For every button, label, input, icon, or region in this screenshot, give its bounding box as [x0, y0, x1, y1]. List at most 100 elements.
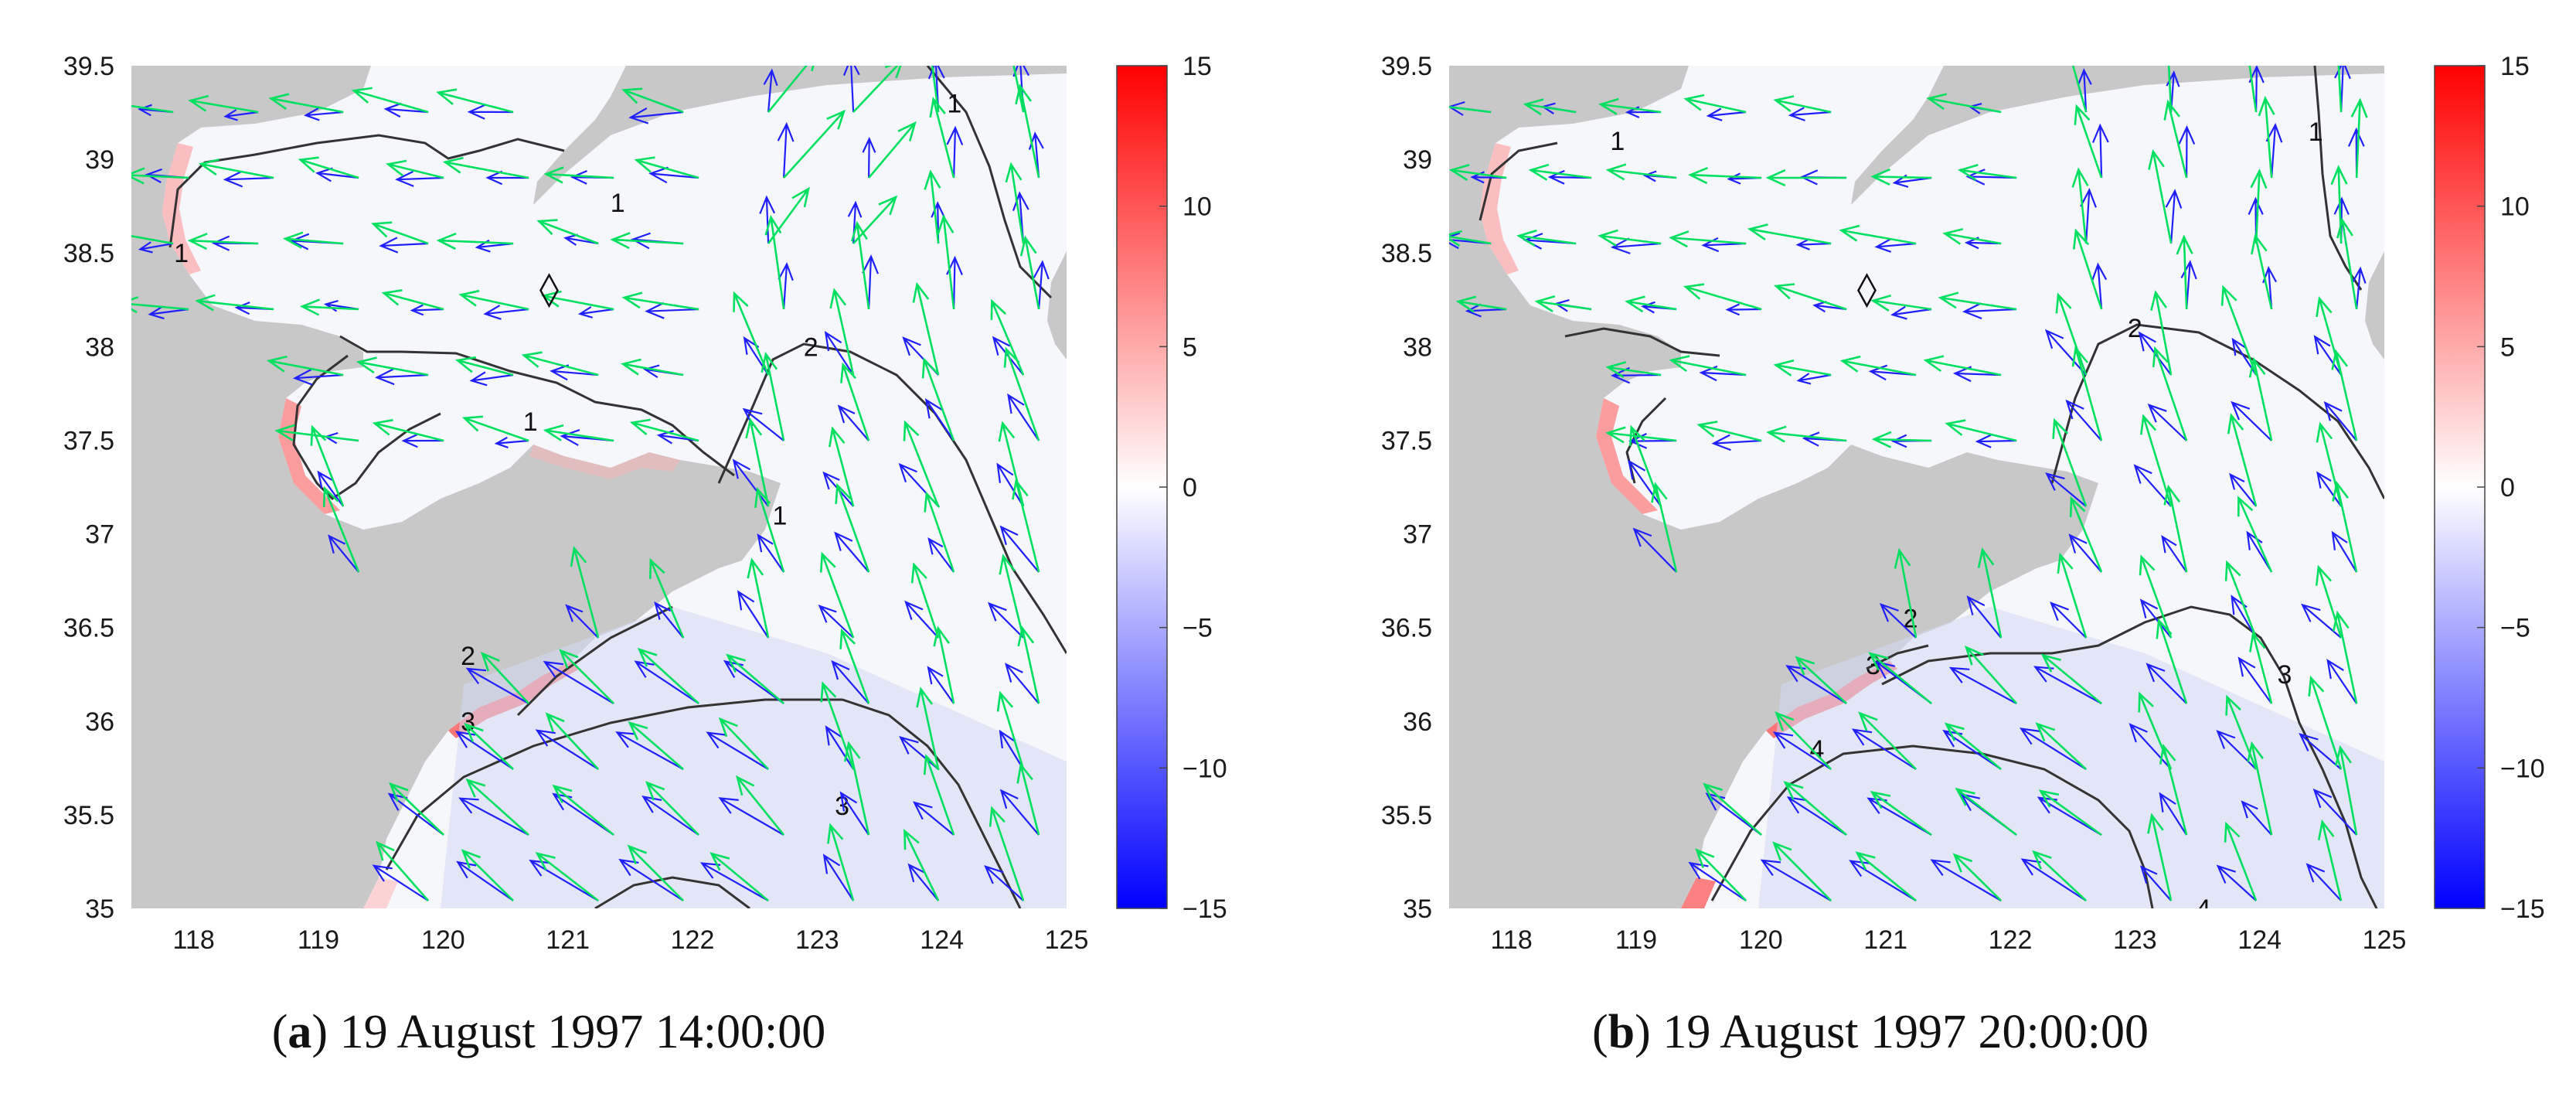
- x-tick-label: 122: [1989, 925, 2033, 955]
- wind-arrow: [2312, 789, 2357, 836]
- colorbar-tick-label: −10: [2500, 754, 2545, 783]
- current-arrow: [2350, 97, 2368, 179]
- contour-label: 2: [804, 332, 818, 362]
- current-arrow: [736, 775, 785, 836]
- wind-arrow: [535, 729, 599, 770]
- colorbar-tick-label: 10: [1183, 193, 1212, 222]
- wind-arrow: [2265, 122, 2283, 179]
- wind-arrow: [1785, 665, 1847, 704]
- wind-arrow: [2237, 656, 2272, 704]
- wind-arrow: [628, 107, 684, 124]
- colorbar-ticks-b: 15 10 5 0 −5 −10 −15: [2477, 52, 2545, 924]
- contour-line-1a: [168, 134, 565, 248]
- x-tick-label: 125: [1045, 925, 1089, 955]
- current-arrow: [621, 87, 684, 114]
- current-arrow: [2220, 285, 2258, 376]
- wind-arrow: [2068, 533, 2102, 573]
- colorbar-tick-label: −15: [1183, 894, 1227, 924]
- current-arrow: [2163, 99, 2188, 179]
- neg-anomaly-1: [1758, 607, 2384, 908]
- current-arrow: [852, 195, 898, 244]
- wind-arrow: [317, 470, 344, 507]
- current-arrow: [1534, 295, 1592, 312]
- wind-arrow: [2323, 400, 2357, 441]
- colorbar-tick-label: 0: [2500, 473, 2515, 503]
- current-arrow: [761, 351, 785, 441]
- y-axis-b: 35 35.5 36 36.5 37 37.5 38 38.5 39 39.5: [1381, 52, 1432, 924]
- wind-arrow: [2352, 266, 2367, 310]
- current-arrow: [1870, 295, 1932, 312]
- current-arrow: [1945, 419, 2017, 442]
- contour-label: 1: [1610, 127, 1625, 156]
- wind-arrow: [563, 233, 599, 246]
- colorbar-ticks-a: 15 10 5 0 −5 −10 −15: [1159, 52, 1227, 924]
- wind-arrow: [654, 601, 684, 639]
- wind-arrow: [328, 534, 359, 573]
- x-tick-label: 120: [421, 925, 465, 955]
- y-tick-label: 35.5: [63, 801, 114, 830]
- current-arrow: [627, 844, 685, 901]
- current-arrow: [2055, 292, 2088, 376]
- wind-arrow: [395, 170, 444, 187]
- current-arrow: [2074, 104, 2103, 179]
- current-arrow: [2035, 722, 2087, 770]
- current-arrow: [1683, 283, 1762, 311]
- current-arrow: [649, 557, 685, 639]
- x-tick-label: 124: [2237, 925, 2282, 955]
- y-tick-label: 39.5: [63, 52, 114, 81]
- current-arrow: [2237, 496, 2273, 573]
- wind-arrow: [565, 604, 599, 639]
- current-arrow: [1455, 295, 1507, 313]
- colorbar-tick-label: −10: [1183, 754, 1227, 783]
- current-arrow: [274, 424, 359, 442]
- wind-arrow: [1711, 434, 1762, 451]
- x-axis-a: 118 119 120 121 122 123 124 125: [173, 925, 1089, 955]
- current-arrow: [2335, 745, 2358, 836]
- wind-arrow: [1706, 107, 1747, 121]
- wind-arrow: [456, 860, 514, 901]
- wind-arrow: [1796, 373, 1832, 385]
- pos-anomaly-5: [529, 445, 680, 479]
- current-arrow: [552, 784, 614, 837]
- wind-arrow: [946, 125, 964, 179]
- wind-arrow: [2091, 262, 2108, 310]
- station-marker: [1857, 273, 1877, 308]
- wind-arrow: [1632, 527, 1677, 573]
- current-arrow: [1839, 355, 1917, 377]
- y-tick-label: 36: [1403, 707, 1432, 737]
- x-tick-label: 119: [1615, 925, 1657, 955]
- wind-arrow: [2033, 666, 2102, 704]
- current-arrow: [480, 651, 530, 704]
- wind-arrow: [2216, 864, 2257, 901]
- wind-arrow: [2161, 534, 2188, 573]
- wind-arrow: [732, 458, 769, 507]
- wind-arrow: [862, 136, 876, 179]
- wind-arrow: [138, 241, 174, 254]
- current-arrow: [436, 88, 514, 114]
- current-arrow: [1772, 841, 1832, 901]
- wind-arrow: [618, 858, 684, 901]
- wind-arrow: [2050, 601, 2087, 639]
- wind-arrow: [2147, 404, 2187, 441]
- current-arrow: [923, 754, 955, 836]
- y-tick-label: 37.5: [63, 426, 114, 455]
- current-arrow: [1894, 547, 1918, 639]
- current-arrow: [1605, 163, 1677, 181]
- wind-arrow: [1772, 731, 1832, 770]
- current-arrow: [852, 66, 902, 113]
- wind-arrow: [494, 436, 529, 448]
- current-arrow: [2057, 552, 2088, 639]
- current-arrow: [1629, 424, 1662, 507]
- wind-arrow: [984, 865, 1024, 901]
- current-arrow: [710, 852, 769, 902]
- current-arrow: [1625, 295, 1677, 313]
- current-arrow: [2073, 228, 2103, 310]
- wind-arrow: [410, 304, 444, 316]
- current-arrow: [1942, 227, 2002, 245]
- land-korea: [1047, 251, 1067, 359]
- wind-arrow: [2146, 663, 2187, 704]
- current-arrow: [754, 486, 785, 573]
